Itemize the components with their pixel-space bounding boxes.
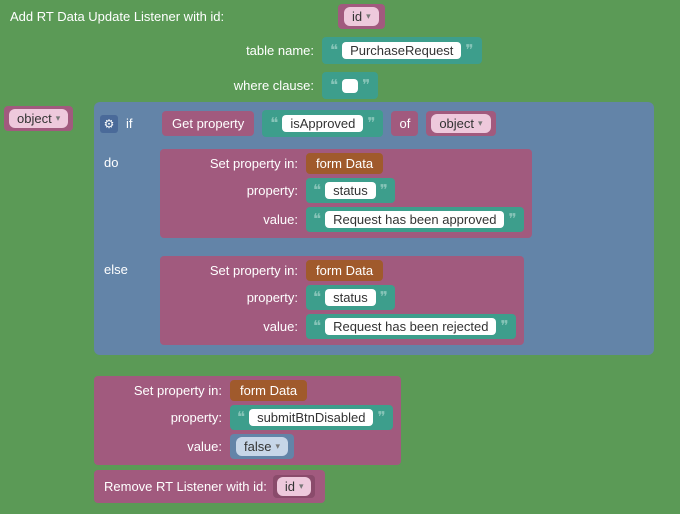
listener-id-value: id (352, 9, 362, 24)
quote-open-icon: ❝ (330, 41, 338, 60)
do-property-value: status (325, 182, 376, 199)
property-label: property: (168, 183, 298, 198)
do-set-property-block[interactable]: Set property in: form Data property: ❝ s… (160, 149, 532, 238)
after-property-value-block[interactable]: ❝ submitBtnDisabled ❞ (230, 405, 393, 430)
after-value-block[interactable]: false ▾ (230, 434, 294, 459)
of-object-value: object (439, 116, 474, 131)
value-label: value: (102, 439, 222, 454)
quote-open-icon: ❝ (313, 288, 321, 307)
quote-close-icon: ❞ (500, 317, 508, 336)
else-keyword: else (100, 256, 152, 277)
quote-open-icon: ❝ (237, 408, 245, 427)
if-keyword: if (126, 116, 154, 131)
quote-close-icon: ❞ (508, 210, 516, 229)
listener-title: Add RT Data Update Listener with id: (6, 9, 330, 24)
do-keyword: do (100, 149, 152, 170)
get-property-label: Get property (172, 116, 244, 131)
quote-open-icon: ❝ (270, 114, 278, 133)
dropdown-icon: ▾ (299, 481, 304, 492)
table-name-value: PurchaseRequest (342, 42, 461, 59)
quote-close-icon: ❞ (380, 288, 388, 307)
do-property-value-block[interactable]: ❝ status ❞ (306, 178, 395, 203)
remove-listener-block[interactable]: Remove RT Listener with id: id ▾ (94, 470, 325, 503)
if-block[interactable]: ⚙ if Get property ❝ isApproved ❞ of obje… (94, 102, 654, 355)
quote-open-icon: ❝ (313, 181, 321, 200)
gear-icon[interactable]: ⚙ (100, 115, 118, 133)
after-target-block[interactable]: form Data (230, 380, 307, 401)
remove-listener-label: Remove RT Listener with id: (104, 479, 267, 494)
quote-close-icon: ❞ (362, 76, 370, 95)
after-property-value: submitBtnDisabled (249, 409, 373, 426)
where-clause-value-block[interactable]: ❝ ❞ (322, 72, 378, 99)
of-label: of (391, 111, 418, 136)
of-object-slot[interactable]: object ▾ (426, 111, 495, 136)
after-set-property-block[interactable]: Set property in: form Data property: ❝ s… (94, 376, 401, 465)
dropdown-icon: ▾ (478, 118, 483, 129)
else-value: Request has been rejected (325, 318, 496, 335)
quote-close-icon: ❞ (380, 181, 388, 200)
else-value-block[interactable]: ❝ Request has been rejected ❞ (306, 314, 516, 339)
value-label: value: (168, 319, 298, 334)
else-set-property-block[interactable]: Set property in: form Data property: ❝ s… (160, 256, 524, 345)
set-property-in-label: Set property in: (168, 156, 298, 171)
property-label: property: (168, 290, 298, 305)
object-variable-block[interactable]: object ▾ (4, 106, 73, 131)
after-value: false (244, 439, 271, 454)
remove-listener-id-slot[interactable]: id ▾ (273, 475, 316, 498)
get-property-name[interactable]: ❝ isApproved ❞ (262, 110, 383, 137)
listener-id-slot[interactable]: id ▾ (338, 4, 385, 29)
quote-close-icon: ❞ (367, 114, 375, 133)
quote-close-icon: ❞ (377, 408, 385, 427)
get-property-name-value: isApproved (282, 115, 363, 132)
value-label: value: (168, 212, 298, 227)
property-label: property: (102, 410, 222, 425)
where-clause-value[interactable] (342, 79, 358, 93)
remove-listener-id-value: id (285, 479, 295, 494)
dropdown-icon: ▾ (366, 11, 371, 22)
dropdown-icon: ▾ (56, 113, 61, 124)
quote-close-icon: ❞ (465, 41, 473, 60)
else-property-value: status (325, 289, 376, 306)
do-value: Request has been approved (325, 211, 504, 228)
table-name-label: table name: (6, 43, 314, 58)
do-value-block[interactable]: ❝ Request has been approved ❞ (306, 207, 524, 232)
do-target-block[interactable]: form Data (306, 153, 383, 174)
table-name-value-block[interactable]: ❝ PurchaseRequest ❞ (322, 37, 482, 64)
where-clause-label: where clause: (6, 78, 314, 93)
set-property-in-label: Set property in: (168, 263, 298, 278)
else-target-block[interactable]: form Data (306, 260, 383, 281)
get-property-block[interactable]: Get property (162, 111, 254, 136)
quote-open-icon: ❝ (330, 76, 338, 95)
dropdown-icon: ▾ (275, 441, 280, 452)
else-property-value-block[interactable]: ❝ status ❞ (306, 285, 395, 310)
quote-open-icon: ❝ (313, 210, 321, 229)
object-variable-label: object (17, 111, 52, 126)
set-property-in-label: Set property in: (102, 383, 222, 398)
quote-open-icon: ❝ (313, 317, 321, 336)
